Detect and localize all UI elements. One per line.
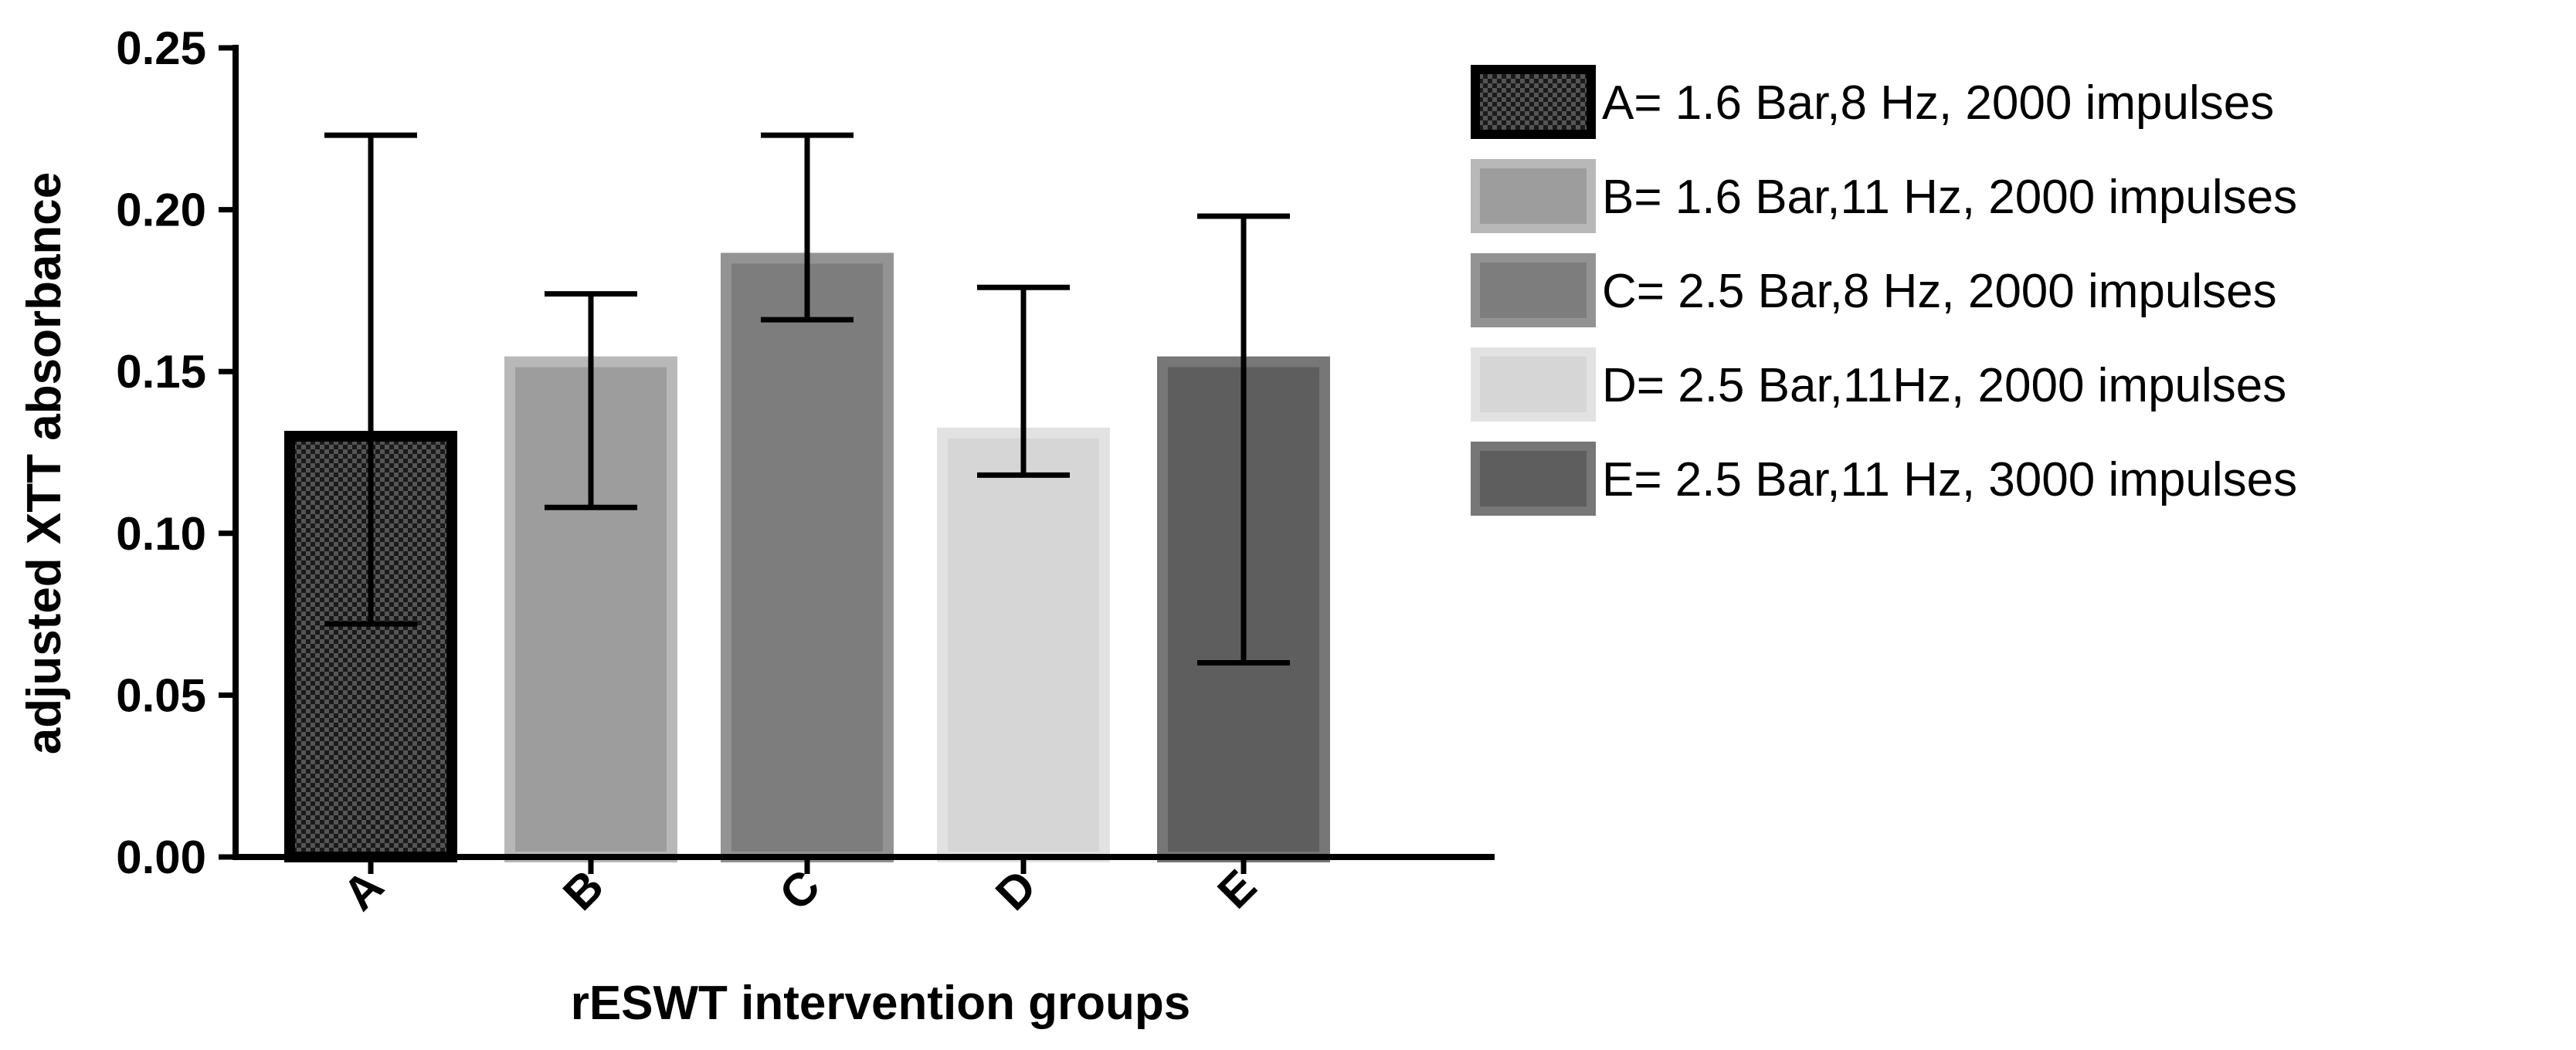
legend-item-D: D= 2.5 Bar,11Hz, 2000 impulses (1471, 347, 2286, 422)
y-axis-title: adjusted XTT absorbance (18, 172, 71, 755)
legend-label: B= 1.6 Bar,11 Hz, 2000 impulses (1602, 171, 2297, 224)
x-tick-label-A: A (333, 860, 393, 920)
legend-swatch (1471, 159, 1596, 233)
error-bar-D (977, 284, 1070, 478)
bar-C (721, 252, 894, 863)
x-tick-label-C: C (769, 860, 830, 920)
legend-swatch (1471, 347, 1596, 422)
y-tick-label: 0.00 (116, 832, 206, 883)
legend: A= 1.6 Bar,8 Hz, 2000 impulses B= 1.6 Bar… (1471, 65, 2297, 516)
y-tick-label: 0.25 (116, 22, 206, 74)
x-tick-label-E: E (1208, 860, 1267, 919)
legend-item-C: C= 2.5 Bar,8 Hz, 2000 impulses (1471, 253, 2277, 327)
legend-swatch (1471, 442, 1596, 516)
legend-label: A= 1.6 Bar,8 Hz, 2000 impulses (1602, 76, 2274, 130)
legend-label: D= 2.5 Bar,11Hz, 2000 impulses (1602, 359, 2286, 412)
x-tick-label-D: D (986, 860, 1046, 920)
error-bar-C (761, 132, 854, 323)
legend-item-B: B= 1.6 Bar,11 Hz, 2000 impulses (1471, 159, 2297, 233)
legend-label: C= 2.5 Bar,8 Hz, 2000 impulses (1602, 265, 2277, 318)
y-tick-label: 0.15 (116, 346, 206, 398)
error-bar-B (545, 291, 637, 510)
legend-item-E: E= 2.5 Bar,11 Hz, 3000 impulses (1471, 442, 2297, 516)
x-tick-label-B: B (553, 860, 613, 920)
y-tick-label: 0.05 (116, 669, 206, 721)
y-tick-label: 0.20 (116, 185, 206, 236)
legend-item-A: A= 1.6 Bar,8 Hz, 2000 impulses (1471, 65, 2274, 139)
legend-swatch (1471, 253, 1596, 327)
legend-label: E= 2.5 Bar,11 Hz, 3000 impulses (1602, 453, 2297, 506)
x-axis-title: rESWT intervention groups (571, 977, 1191, 1030)
y-tick-label: 0.10 (116, 508, 206, 560)
legend-swatch (1471, 65, 1596, 139)
error-bar-A (324, 132, 417, 627)
bar-D (937, 427, 1110, 862)
error-bar-E (1197, 213, 1290, 666)
